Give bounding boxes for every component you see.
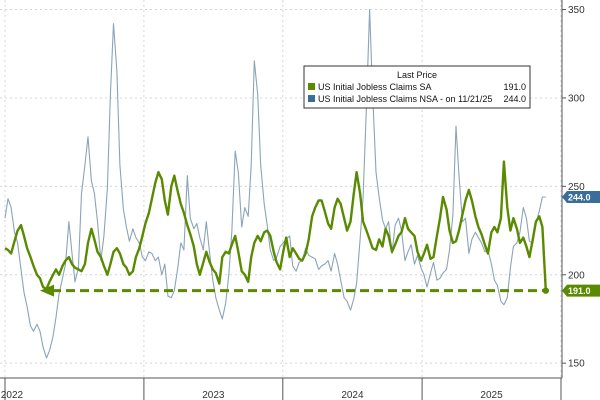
- legend-value-sa: 191.0: [503, 82, 526, 92]
- x-tick-label: 2023: [202, 390, 225, 400]
- value-tag-text: 191.0: [568, 286, 591, 296]
- x-tick-label: 2024: [341, 390, 364, 400]
- x-tick-label: 2025: [480, 390, 503, 400]
- reference-arrowhead: [40, 284, 54, 297]
- gridlines: [0, 0, 562, 378]
- value-tag-box: [562, 284, 600, 297]
- y-tick-label: 250: [568, 182, 585, 193]
- last-value-tag-sa: 191.0: [562, 284, 600, 297]
- legend-label-sa: US Initial Jobless Claims SA: [318, 82, 432, 92]
- series-layer: [4, 8, 547, 359]
- legend: Last Price US Initial Jobless Claims SA …: [303, 65, 531, 109]
- y-tick-label: 350: [568, 5, 585, 16]
- series-line-sa: [4, 160, 547, 291]
- last-point-marker: [542, 287, 549, 294]
- legend-swatch-sa: [308, 83, 315, 90]
- series-line-nsa: [4, 8, 546, 359]
- y-axis: 150 200 250 300 350: [561, 0, 585, 378]
- legend-box: [303, 65, 531, 109]
- last-value-tag-nsa: 244.0: [562, 190, 600, 203]
- legend-label-nsa: US Initial Jobless Claims NSA - on 11/21…: [318, 94, 492, 104]
- legend-value-nsa: 244.0: [503, 94, 526, 104]
- y-tick-label: 200: [568, 270, 585, 281]
- legend-swatch-nsa: [308, 95, 315, 102]
- y-tick-label: 150: [568, 359, 585, 370]
- reference-line-191: [40, 284, 549, 297]
- value-tag-box: [562, 190, 600, 203]
- x-axis: 2022 2023 2024 2025: [0, 377, 562, 400]
- y-tick-label: 300: [568, 93, 585, 104]
- legend-header: Last Price: [397, 70, 437, 80]
- last-value-tags: 244.0 191.0: [562, 190, 600, 297]
- value-tag-text: 244.0: [568, 192, 591, 202]
- x-tick-label: 2022: [1, 390, 24, 400]
